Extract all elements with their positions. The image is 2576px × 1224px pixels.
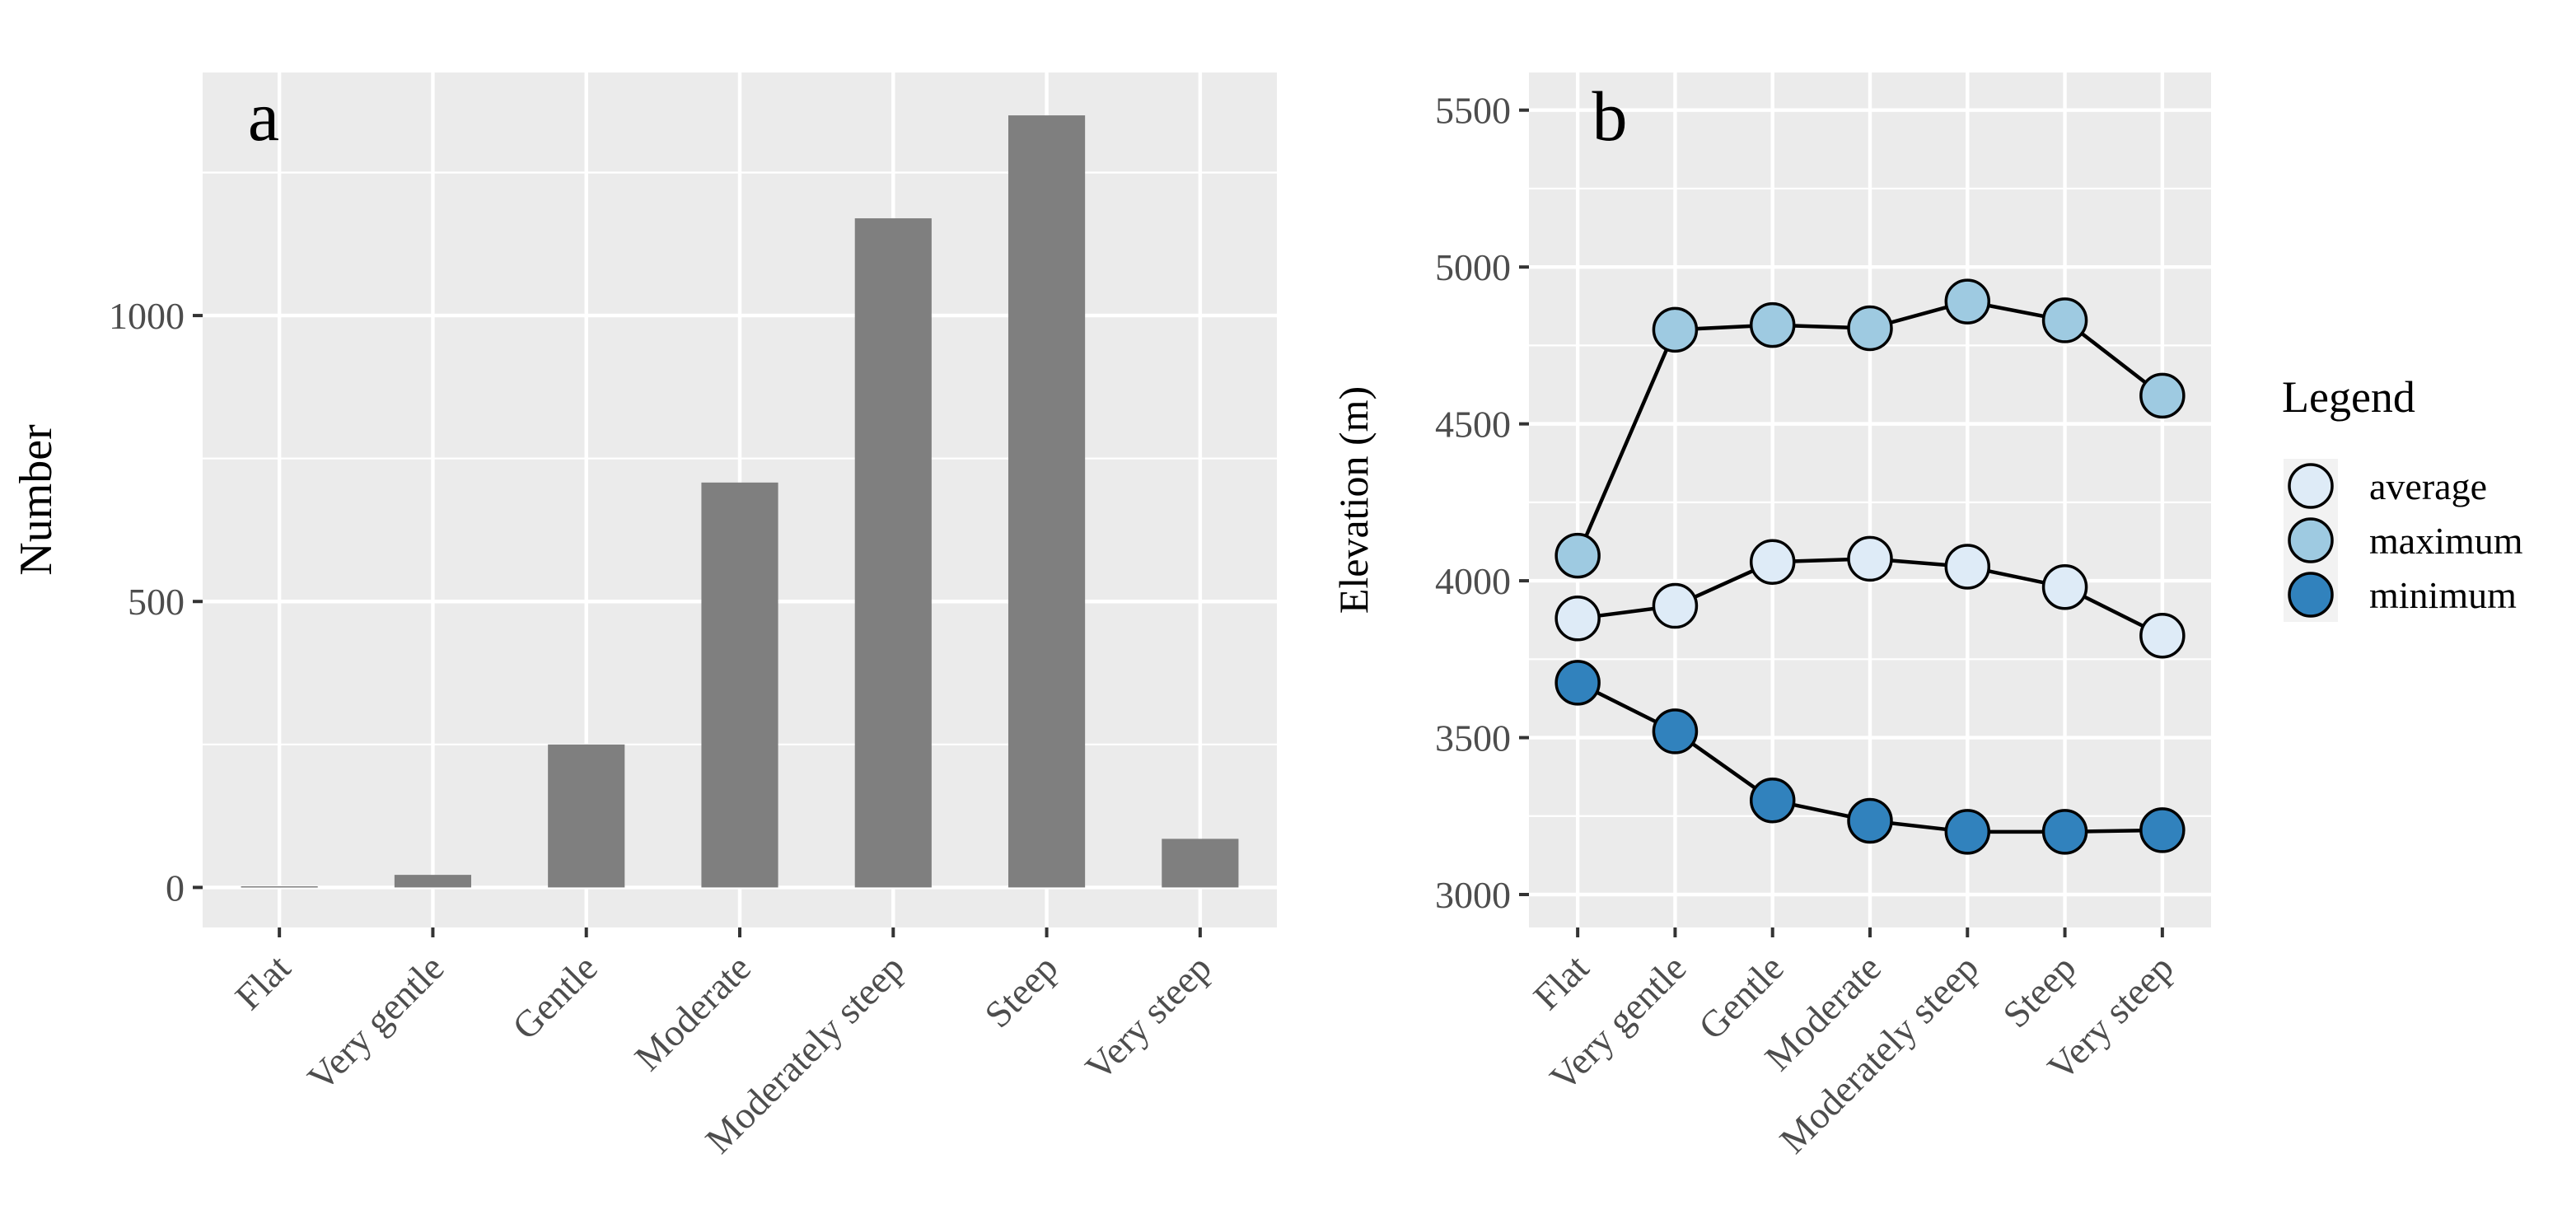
panel-b-series-points (1554, 278, 2186, 855)
panel-b-y-tick-label: 4000 (1435, 560, 1511, 602)
panel-b-y-tick-label: 4500 (1435, 404, 1511, 446)
point-minimum-very-steep (2139, 807, 2186, 853)
panel-a-y-ticks: 0 500 1000 (109, 295, 203, 909)
panel-b-y-tick-label: 5000 (1435, 246, 1511, 288)
point-maximum-moderately-steep (1944, 278, 1991, 325)
point-average-steep (2041, 563, 2088, 610)
legend-label-minimum: minimum (2369, 574, 2517, 616)
bar-flat (241, 886, 318, 888)
panel-a-x-ticks: Flat Very gentle Gentle ModerateModerately … (227, 927, 1219, 1161)
legend-label-maximum: maximum (2369, 520, 2523, 562)
panel-a-x-tick-label: Moderate (626, 946, 759, 1079)
panel-a-y-axis-label: Number (11, 424, 62, 576)
panel-b-label: b (1592, 77, 1628, 156)
point-minimum-moderately-steep (1944, 809, 1991, 855)
point-average-gentle (1749, 539, 1796, 585)
point-maximum-flat (1554, 532, 1601, 579)
point-maximum-very-gentle (1652, 306, 1699, 353)
bar-moderately-steep (854, 218, 932, 888)
point-minimum-gentle (1749, 777, 1796, 824)
point-average-flat (1554, 596, 1601, 642)
point-minimum-flat (1554, 660, 1601, 706)
panel-b-y-ticks: 3000 3500 4000 4500 5000 5500 (1435, 90, 1529, 916)
legend-key-maximum (2288, 517, 2334, 563)
panel-a-bars (241, 115, 1239, 888)
legend-label-average: average (2369, 465, 2487, 507)
legend-key-average (2288, 463, 2334, 509)
point-maximum-very-steep (2139, 372, 2186, 419)
legend-key-minimum (2288, 572, 2334, 618)
panel-a-y-tick-label: 0 (166, 867, 185, 909)
panel-a-label: a (248, 77, 279, 156)
legend-items: average maximum minimum (2284, 459, 2523, 622)
point-average-very-gentle (1652, 582, 1699, 629)
panel-b-x-tick-label: Steep (1994, 946, 2083, 1035)
panel-b-gridlines (1529, 72, 2211, 927)
panel-a-y-tick-label: 1000 (109, 295, 185, 337)
panel-b-y-tick-label: 5500 (1435, 90, 1511, 132)
bar-gentle (548, 744, 625, 888)
point-minimum-moderate (1847, 797, 1893, 844)
bar-very-gentle (394, 875, 471, 888)
legend-title: Legend (2282, 372, 2415, 422)
panel-a-x-tick-label: Flat (227, 946, 299, 1018)
panel-a-x-tick-label: Gentle (504, 946, 605, 1048)
bar-very-steep (1162, 839, 1239, 888)
bar-steep (1008, 115, 1086, 888)
bar-moderate (701, 482, 778, 888)
panel-b-y-axis-label: Elevation (m) (1330, 386, 1377, 614)
point-maximum-moderate (1847, 305, 1893, 352)
panel-b-x-tick-label: Flat (1526, 946, 1597, 1018)
point-maximum-gentle (1749, 301, 1796, 348)
panel-a-x-tick-label: Very steep (1077, 946, 1218, 1088)
panel-b-y-tick-label: 3000 (1435, 874, 1511, 916)
point-average-moderately-steep (1944, 544, 1991, 590)
point-minimum-very-gentle (1652, 708, 1699, 754)
panel-a-y-tick-label: 500 (128, 581, 185, 623)
panel-a-x-tick-label: Very gentle (299, 946, 451, 1099)
point-average-very-steep (2139, 612, 2186, 659)
point-maximum-steep (2041, 297, 2088, 343)
legend: Legend average maximum minimum (2282, 372, 2523, 622)
panel-b-y-tick-label: 3500 (1435, 717, 1511, 759)
point-minimum-steep (2041, 809, 2088, 855)
panel-a-x-tick-label: Steep (976, 946, 1065, 1035)
point-average-moderate (1847, 535, 1893, 582)
